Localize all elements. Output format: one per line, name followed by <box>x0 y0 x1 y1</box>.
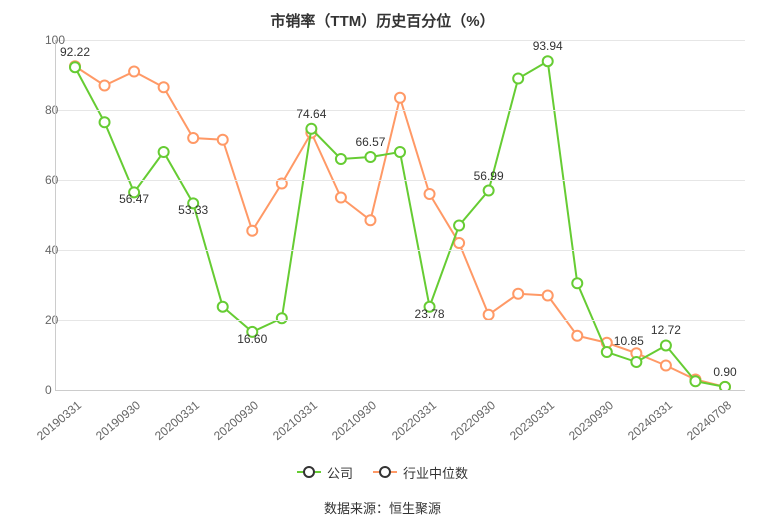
data-point-label: 53.33 <box>178 203 208 217</box>
series-marker <box>218 302 228 312</box>
y-axis-line <box>55 40 56 390</box>
series-marker <box>572 331 582 341</box>
series-marker <box>425 189 435 199</box>
gridline <box>55 390 745 391</box>
series-marker <box>70 62 80 72</box>
series-marker <box>513 74 523 84</box>
series-marker <box>395 147 405 157</box>
series-marker <box>602 347 612 357</box>
series-marker <box>336 154 346 164</box>
x-tick-label: 20210331 <box>270 398 320 443</box>
series-marker <box>543 291 553 301</box>
data-point-label: 23.78 <box>415 307 445 321</box>
x-tick-label: 20220331 <box>389 398 439 443</box>
x-tick-label: 20210930 <box>330 398 380 443</box>
series-marker <box>365 152 375 162</box>
series-marker <box>100 81 110 91</box>
series-marker <box>159 147 169 157</box>
series-marker <box>188 133 198 143</box>
series-marker <box>720 382 730 390</box>
series-marker <box>365 215 375 225</box>
series-marker <box>159 82 169 92</box>
x-tick-label: 20190930 <box>93 398 143 443</box>
chart-title: 市销率（TTM）历史百分位（%） <box>0 0 765 31</box>
series-marker <box>661 340 671 350</box>
series-marker <box>247 226 257 236</box>
series-marker <box>454 238 464 248</box>
chart-container: 市销率（TTM）历史百分位（%） 02040608010020190331201… <box>0 0 765 517</box>
legend-item[interactable]: 行业中位数 <box>373 463 468 482</box>
gridline <box>55 40 745 41</box>
series-marker <box>484 310 494 320</box>
series-marker <box>100 117 110 127</box>
series-marker <box>306 124 316 134</box>
legend-label: 公司 <box>327 463 353 482</box>
series-marker <box>395 93 405 103</box>
legend-item[interactable]: 公司 <box>297 463 353 482</box>
series-marker <box>484 186 494 196</box>
gridline <box>55 250 745 251</box>
x-tick-label: 20230930 <box>566 398 616 443</box>
series-marker <box>572 278 582 288</box>
series-marker <box>218 135 228 145</box>
x-tick-label: 20200930 <box>211 398 261 443</box>
gridline <box>55 110 745 111</box>
data-point-label: 0.90 <box>713 365 736 379</box>
data-point-label: 10.85 <box>614 334 644 348</box>
x-tick-label: 20230331 <box>507 398 557 443</box>
x-tick-label: 20240331 <box>625 398 675 443</box>
x-tick-label: 20190331 <box>34 398 84 443</box>
legend: 公司 行业中位数 <box>0 460 765 482</box>
legend-label: 行业中位数 <box>403 463 468 482</box>
data-source: 数据来源：恒生聚源 <box>0 498 765 517</box>
series-marker <box>631 357 641 367</box>
gridline <box>55 320 745 321</box>
x-tick-label: 20200331 <box>152 398 202 443</box>
legend-swatch <box>373 471 397 473</box>
series-marker <box>454 221 464 231</box>
legend-swatch <box>297 471 321 473</box>
series-marker <box>336 193 346 203</box>
series-marker <box>513 289 523 299</box>
series-marker <box>690 376 700 386</box>
data-point-label: 74.64 <box>296 107 326 121</box>
series-marker <box>543 56 553 66</box>
data-point-label: 66.57 <box>355 135 385 149</box>
data-point-label: 92.22 <box>60 45 90 59</box>
data-point-label: 56.99 <box>474 169 504 183</box>
series-marker <box>129 67 139 77</box>
gridline <box>55 180 745 181</box>
data-point-label: 12.72 <box>651 323 681 337</box>
data-point-label: 93.94 <box>533 39 563 53</box>
series-marker <box>661 361 671 371</box>
data-point-label: 16.60 <box>237 332 267 346</box>
data-point-label: 56.47 <box>119 192 149 206</box>
series-marker <box>277 313 287 323</box>
x-tick-label: 20240708 <box>684 398 734 443</box>
x-tick-label: 20220930 <box>448 398 498 443</box>
plot-area: 0204060801002019033120190930202003312020… <box>55 40 745 390</box>
